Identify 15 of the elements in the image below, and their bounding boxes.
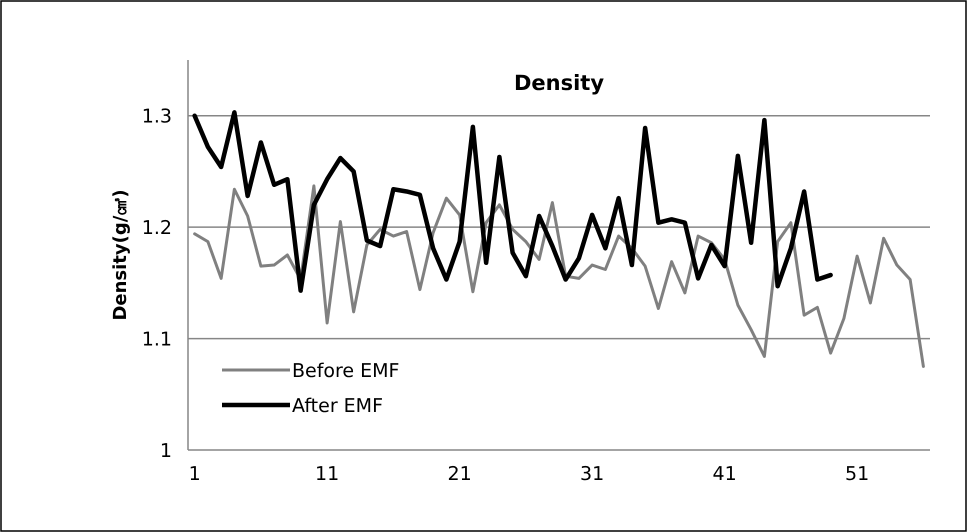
x-tick-label: 51 [845, 463, 870, 485]
legend-label: After EMF [292, 395, 383, 417]
line-series [192, 110, 833, 293]
x-tick-label: 1 [188, 463, 201, 485]
y-tick-label: 1.3 [142, 106, 172, 128]
y-tick-label: 1 [160, 440, 172, 462]
x-tick-label: 31 [580, 463, 604, 485]
x-tick-label: 41 [712, 463, 737, 485]
text: Density [514, 71, 604, 95]
x-tick-label: 21 [448, 463, 472, 485]
y-axis-title: Density(g/㎤) [110, 189, 131, 321]
legend-label: Before EMF [292, 360, 400, 382]
y-tick-label: 1.1 [142, 328, 172, 351]
y-tick-label: 1.2 [142, 217, 172, 240]
x-tick-label: 11 [315, 463, 340, 485]
